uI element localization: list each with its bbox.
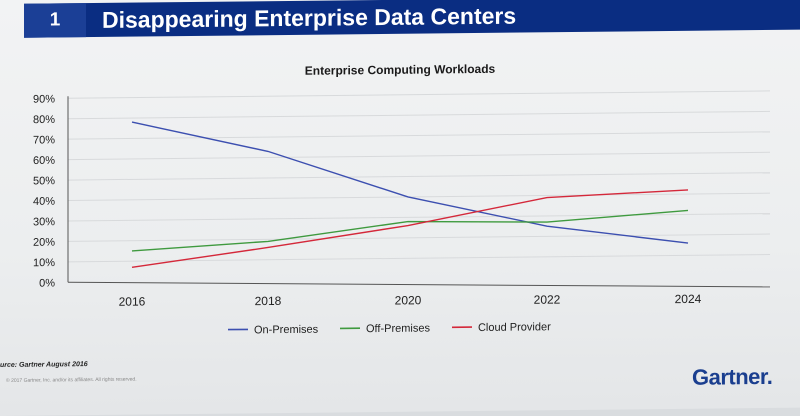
series-line-off-premises (131, 209, 689, 252)
y-tick-label: 70% (33, 134, 55, 146)
y-tick-label: 50% (33, 175, 55, 187)
series-line-cloud-provider (131, 189, 689, 269)
y-tick-label: 80% (33, 114, 55, 126)
y-tick-label: 90% (33, 93, 55, 105)
gartner-logo: Gartner. (692, 363, 773, 390)
gridline (68, 213, 770, 222)
gridline (68, 172, 770, 181)
series-line-on-premises (131, 121, 689, 244)
x-tick-label: 2024 (675, 292, 702, 306)
y-tick-label: 10% (33, 257, 55, 269)
gridline (68, 131, 770, 140)
legend-label: Off-Premises (366, 322, 430, 335)
gridline (68, 110, 770, 120)
x-axis (67, 281, 771, 288)
y-tick-label: 30% (33, 216, 55, 228)
y-tick-label: 0% (39, 277, 55, 289)
x-tick-label: 2022 (534, 293, 561, 307)
y-tick-label: 20% (33, 237, 55, 249)
y-tick-label: 40% (33, 196, 55, 208)
x-tick-label: 2018 (255, 294, 282, 308)
gridline (68, 90, 770, 99)
gridline (68, 192, 770, 202)
gridline (68, 151, 770, 161)
source-note: urce: Gartner August 2016 (0, 361, 88, 369)
gridline (68, 253, 770, 263)
legend-label: On-Premises (254, 324, 319, 337)
legend-label: Cloud Provider (478, 321, 551, 334)
gridline (68, 233, 770, 242)
y-tick-label: 60% (33, 155, 55, 167)
x-tick-label: 2020 (395, 293, 422, 307)
x-tick-label: 2016 (119, 294, 146, 308)
